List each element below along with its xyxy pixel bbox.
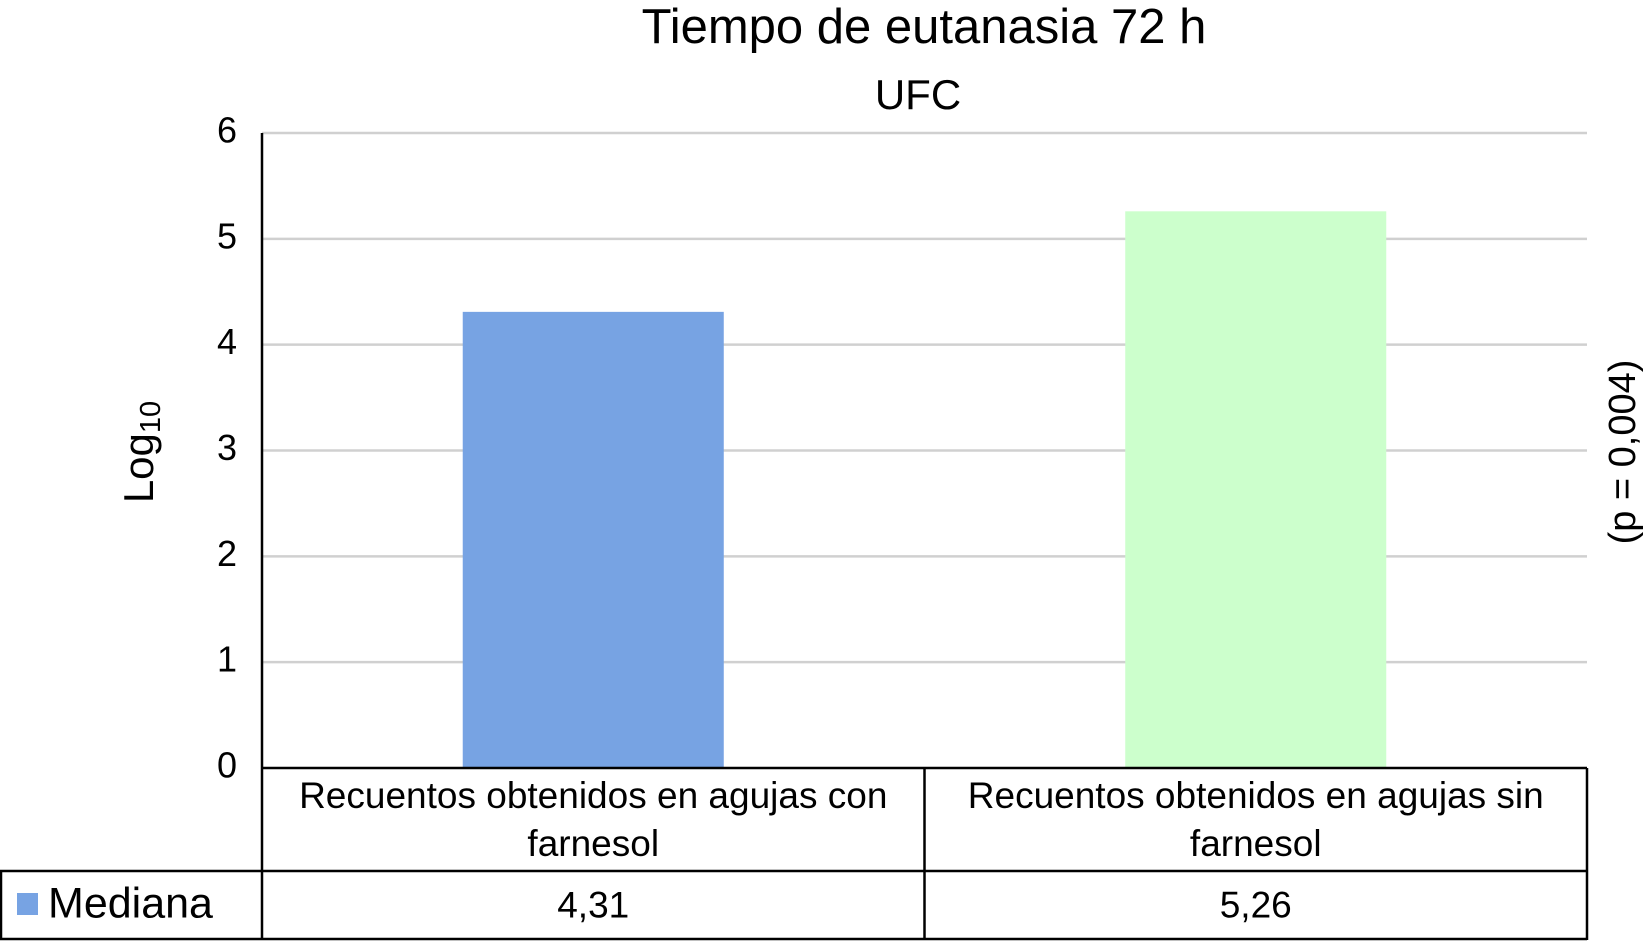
y-tick-label: 0 — [217, 745, 237, 786]
y-label-subscript: 10 — [135, 401, 167, 433]
bar — [1125, 211, 1387, 769]
bar — [462, 311, 724, 768]
y-label-base: Log — [115, 433, 162, 503]
y-axis-label: Log10 — [115, 401, 167, 503]
annotation: (p = 0,004) — [1602, 360, 1644, 545]
data-table-value: 5,26 — [1220, 884, 1292, 925]
y-tick-label: 5 — [217, 215, 237, 256]
y-tick-label: 3 — [217, 427, 237, 468]
y-tick-label: 1 — [217, 639, 237, 680]
legend-swatch — [17, 893, 38, 915]
chart-title: Tiempo de eutanasia 72 h — [642, 0, 1207, 54]
data-table-value: 4,31 — [557, 884, 629, 925]
chart-subtitle: UFC — [875, 71, 961, 118]
legend-label: Mediana — [48, 879, 213, 927]
x-tick-label: Recuentos obtenidos en agujas sin farnes… — [967, 774, 1544, 864]
x-tick-label: Recuentos obtenidos en agujas con farnes… — [299, 774, 888, 864]
y-tick-label: 4 — [217, 321, 237, 362]
y-tick-label: 2 — [217, 533, 237, 574]
y-tick-label: 6 — [217, 110, 237, 151]
category-cell: Recuentos obtenidos en agujas con farnes… — [299, 774, 888, 864]
category-cell: Recuentos obtenidos en agujas sin farnes… — [967, 774, 1544, 864]
